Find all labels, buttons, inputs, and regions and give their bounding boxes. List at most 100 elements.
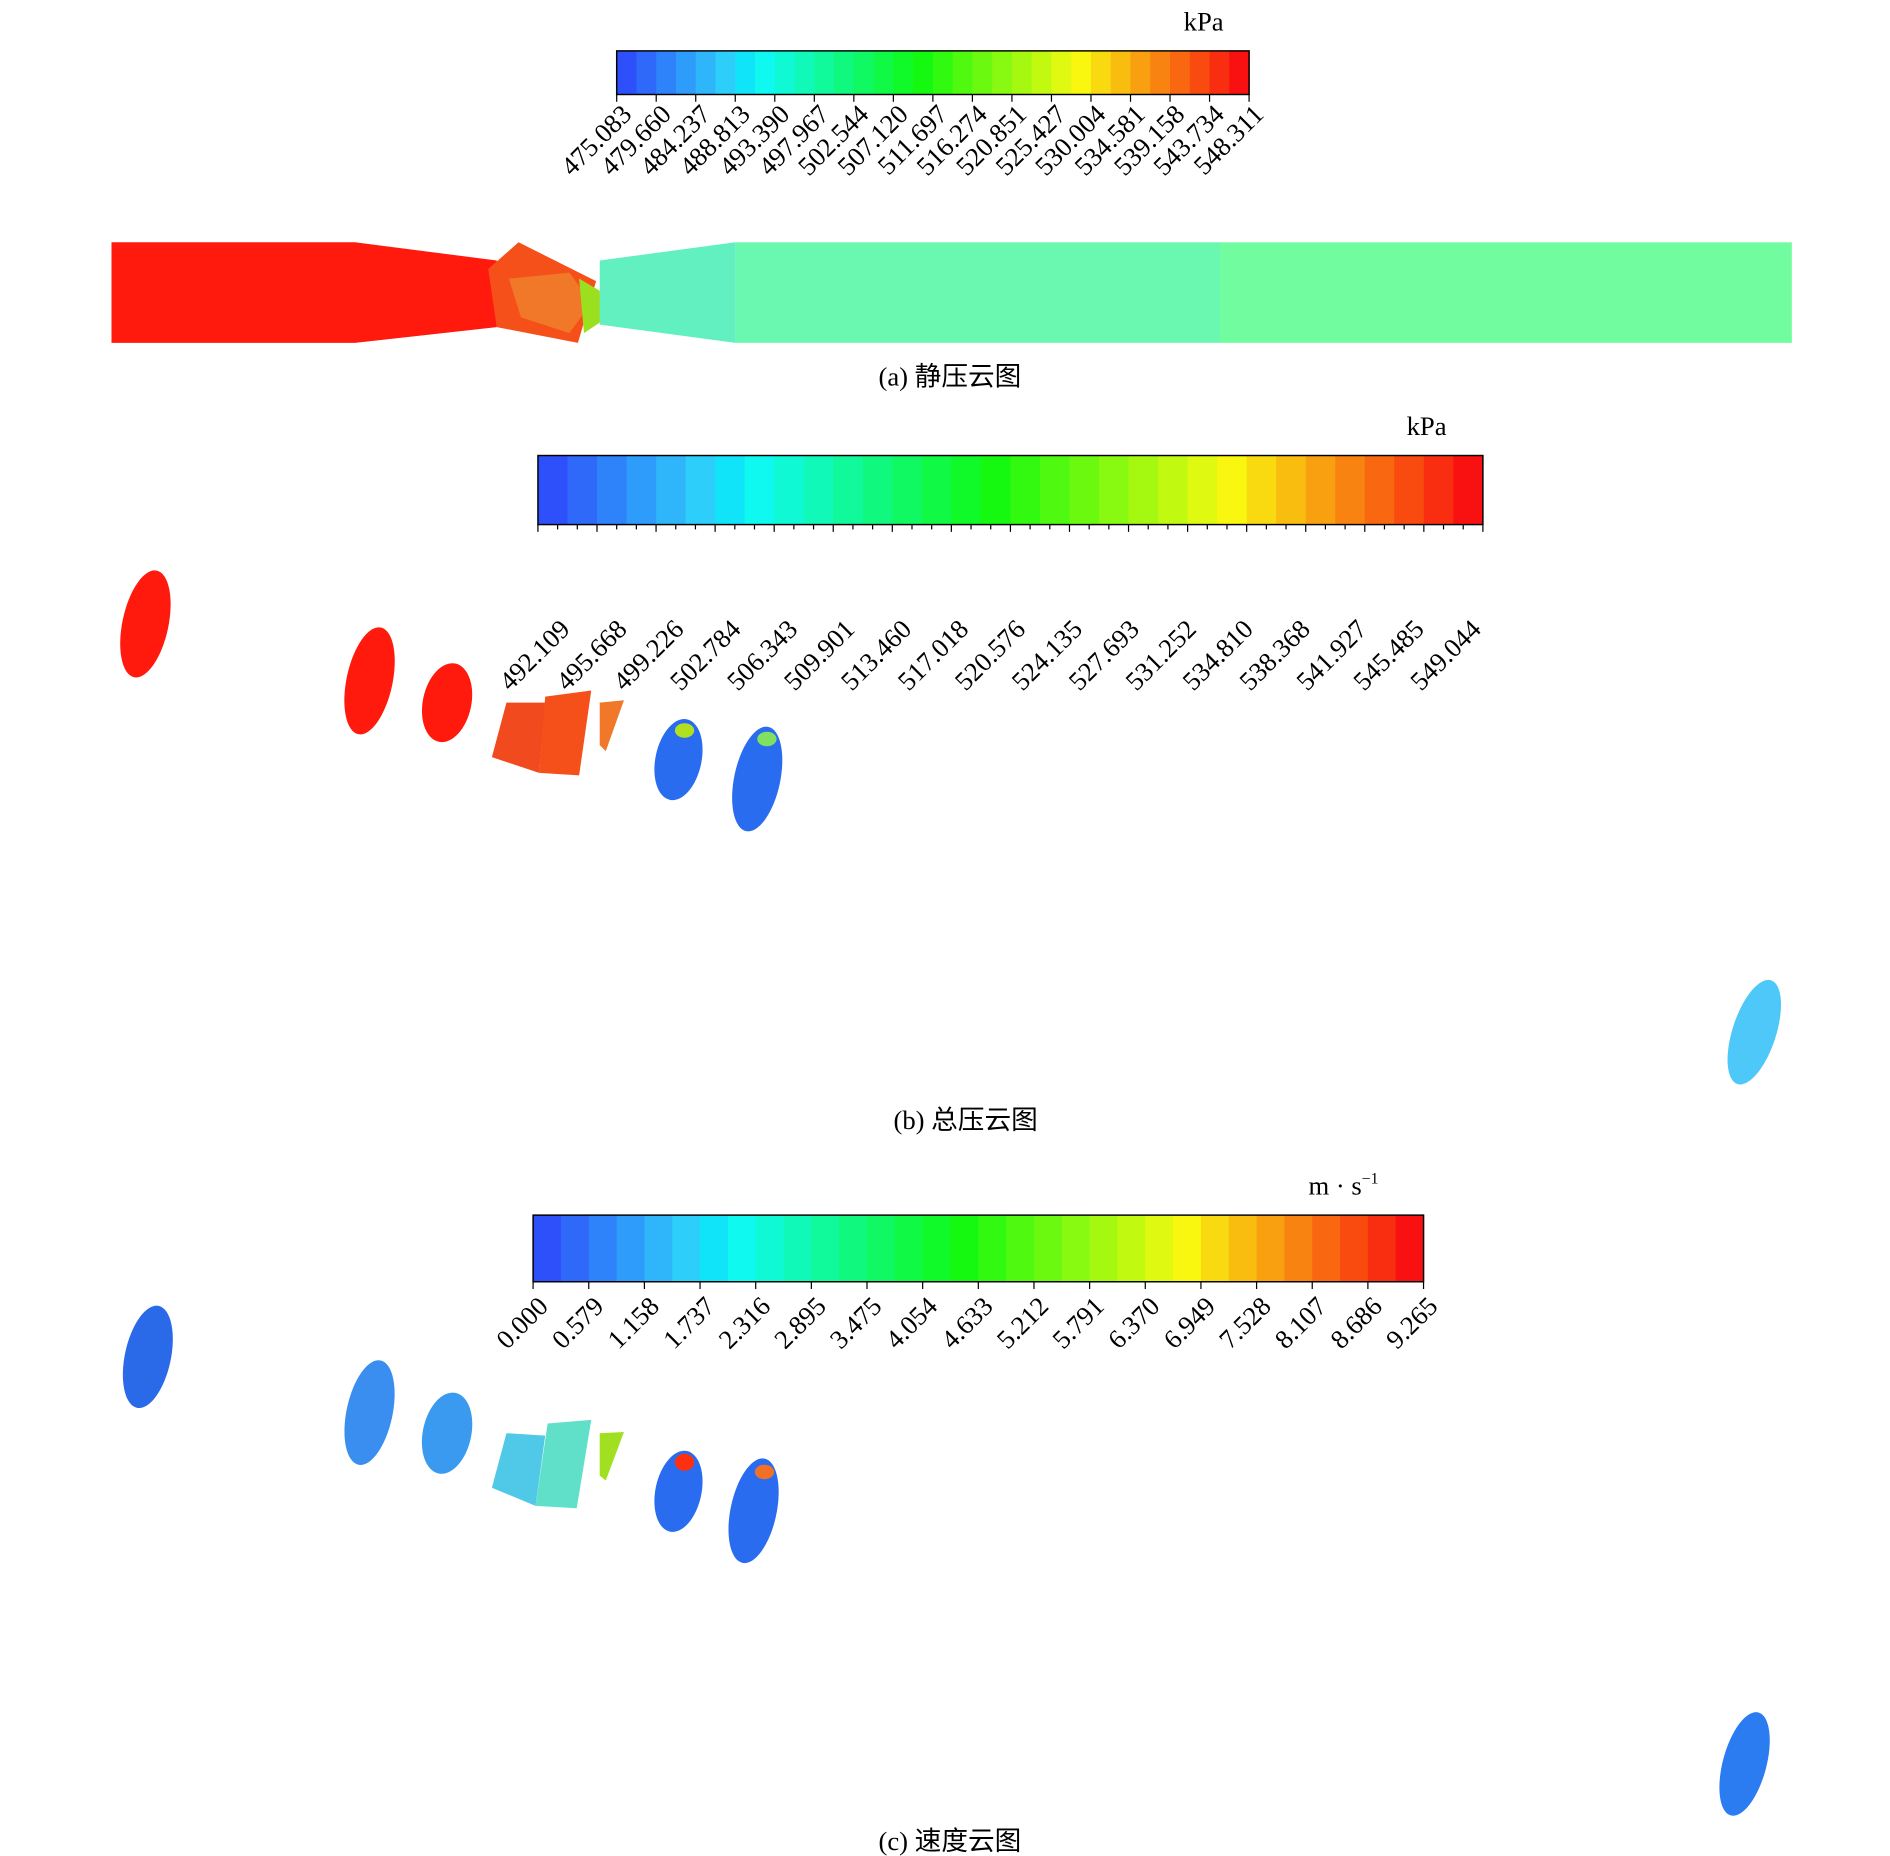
colorbar-label: 2.316	[713, 1291, 777, 1355]
colorbar-band	[853, 50, 875, 95]
colorbar-band	[1423, 455, 1454, 525]
total-pressure-contour	[120, 570, 1781, 1085]
colorbar-band	[1110, 50, 1132, 95]
colorbar-band	[992, 50, 1013, 95]
colorbar-band	[1284, 1215, 1313, 1282]
colorbar-label: 1.158	[601, 1291, 665, 1355]
colorbar-label: 4.054	[879, 1291, 943, 1355]
colorbar-label: 6.370	[1102, 1291, 1166, 1355]
colorbar-band	[715, 455, 746, 525]
colorbar-band	[1010, 455, 1041, 525]
colorbar-band	[1051, 50, 1072, 95]
colorbar-band	[1246, 455, 1277, 525]
colorbar-band	[862, 455, 893, 525]
caption: (a) 静压云图	[878, 361, 1021, 391]
colorbar-band	[894, 1215, 924, 1282]
colorbar-band	[978, 1215, 1007, 1282]
velocity-contour	[122, 1305, 1770, 1816]
colorbar-band	[735, 50, 756, 95]
unit: m · s−1	[1308, 1171, 1378, 1201]
colorbar-label: 6.949	[1157, 1291, 1221, 1355]
colorbar-band	[1117, 1215, 1146, 1282]
unit: kPa	[1184, 6, 1224, 36]
colorbar-band	[1089, 1215, 1119, 1282]
colorbar-band	[1039, 455, 1071, 525]
colorbar-band	[685, 455, 716, 525]
colorbar-band	[1150, 50, 1171, 95]
colorbar-band	[1312, 1215, 1341, 1282]
colorbar-band	[675, 50, 697, 95]
colorbar	[615, 50, 1250, 102]
colorbar-band	[1217, 455, 1248, 525]
colorbar-band	[1364, 455, 1395, 525]
colorbar	[532, 1214, 1425, 1290]
colorbar-band	[794, 50, 815, 95]
caption: (c) 速度云图	[878, 1826, 1021, 1856]
colorbar-band	[972, 50, 993, 95]
colorbar-label: 8.107	[1269, 1291, 1333, 1355]
colorbar-band	[1011, 50, 1033, 95]
colorbar-band	[1031, 50, 1053, 95]
colorbar-band	[1069, 455, 1100, 525]
colorbar-band	[1145, 1215, 1174, 1282]
colorbar-band	[1209, 50, 1230, 95]
colorbar-band	[952, 50, 974, 95]
colorbar-band	[892, 455, 923, 525]
colorbar-band	[1453, 455, 1484, 525]
colorbar-band	[567, 455, 598, 525]
colorbar-band	[913, 50, 934, 95]
colorbar-band	[1173, 1215, 1202, 1282]
colorbar-band	[1276, 455, 1307, 525]
colorbar-band	[1228, 1215, 1258, 1282]
colorbar-band	[1189, 50, 1211, 95]
colorbar-band	[932, 50, 954, 95]
colorbar-band	[533, 1215, 562, 1282]
colorbar-band	[656, 455, 687, 525]
colorbar-band	[893, 50, 914, 95]
colorbar-band	[744, 455, 775, 525]
colorbar-band	[1130, 50, 1151, 95]
colorbar-band	[1200, 1215, 1230, 1282]
colorbar-band	[814, 50, 835, 95]
colorbar-band	[873, 50, 894, 95]
colorbar-label: 2.895	[768, 1291, 832, 1355]
colorbar-band	[1335, 455, 1366, 525]
colorbar-band	[616, 50, 638, 95]
colorbar-band	[644, 1215, 673, 1282]
colorbar-band	[1099, 455, 1130, 525]
colorbar-band	[980, 455, 1012, 525]
colorbar-band	[656, 50, 677, 95]
colorbar-label: 9.265	[1380, 1291, 1444, 1355]
colorbar-band	[672, 1215, 701, 1282]
colorbar-band	[839, 1215, 868, 1282]
colorbar-label: 5.212	[991, 1291, 1055, 1355]
colorbar-band	[1071, 50, 1092, 95]
unit-superscript: −1	[1362, 1171, 1379, 1188]
colorbar-band	[1367, 1215, 1397, 1282]
colorbar-label: 4.633	[935, 1291, 999, 1355]
colorbar-label: 3.475	[824, 1291, 888, 1355]
colorbar-band	[921, 455, 952, 525]
colorbar-band	[626, 455, 657, 525]
colorbar-band	[695, 50, 717, 95]
colorbar-band	[1305, 455, 1336, 525]
colorbar-band	[922, 1215, 952, 1282]
colorbar-label: 1.737	[657, 1291, 721, 1355]
colorbar-band	[537, 455, 569, 525]
colorbar-band	[774, 455, 805, 525]
colorbar-band	[1158, 455, 1189, 525]
colorbar-label: 5.791	[1046, 1291, 1110, 1355]
colorbar-band	[588, 1215, 618, 1282]
colorbar-band	[774, 50, 796, 95]
colorbar-band	[867, 1215, 896, 1282]
colorbar-band	[597, 455, 628, 525]
colorbar-label: 0.000	[490, 1291, 554, 1355]
colorbar-band	[834, 50, 855, 95]
colorbar-band	[636, 50, 657, 95]
colorbar-band	[715, 50, 736, 95]
colorbar-band	[1128, 455, 1159, 525]
colorbar-band	[833, 455, 864, 525]
colorbar-band	[1033, 1215, 1063, 1282]
unit: kPa	[1407, 411, 1447, 441]
